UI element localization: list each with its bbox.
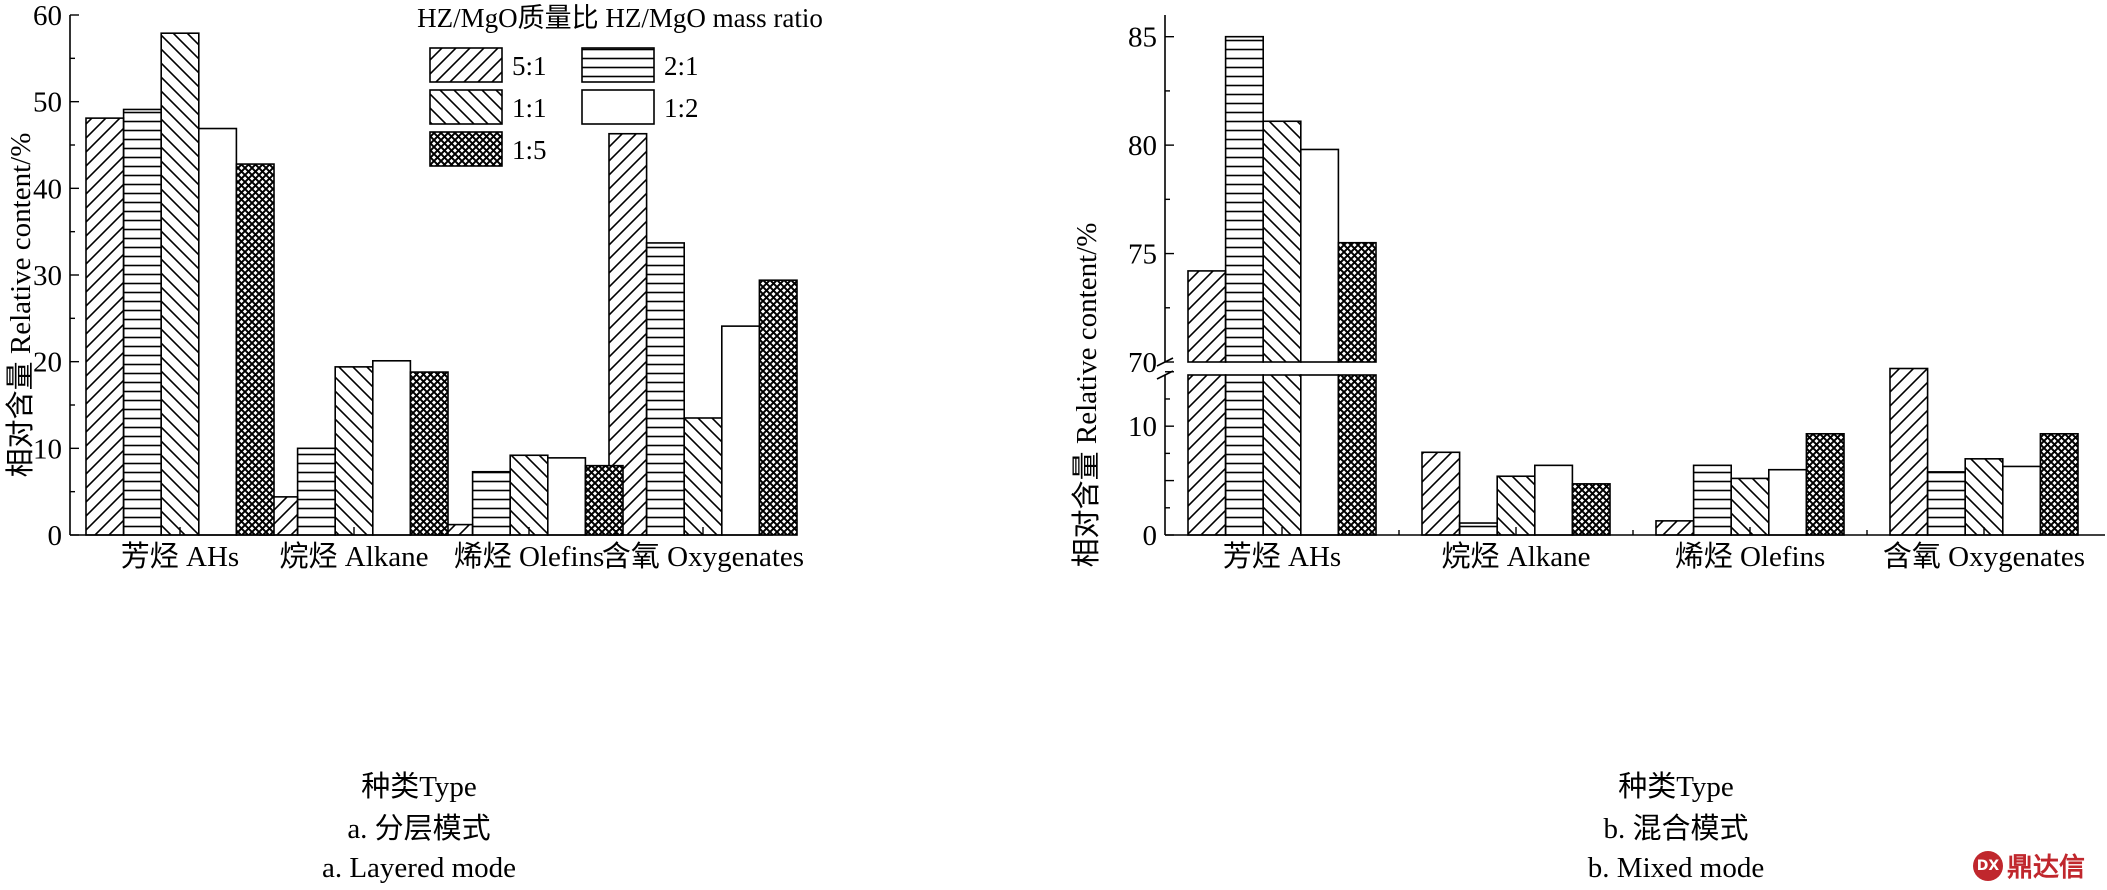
x-category-label: 烯烃 Olefins: [454, 540, 605, 573]
bar-1-5-1: [235, 163, 275, 536]
legend-label: 5:1: [512, 51, 547, 81]
bar-1-5-4: [758, 279, 798, 536]
watermark-text: 鼎达信: [2006, 853, 2085, 883]
bar-1-1-2: [1496, 475, 1536, 536]
legend-label: 2:1: [664, 51, 699, 81]
bar-2-1-1: [1224, 35, 1264, 536]
chart-panel-layered: 0 10 20 30 40 50 60 芳烃 AHs 烷烃 Alkane 烯烃 Olefins含氧…: [4, 0, 823, 884]
y-axis-title: 相对含量 Relative content/%: [4, 133, 37, 478]
y-axis-title: 相对含量 Relative content/%: [1070, 223, 1103, 568]
bar-2-1-3: [471, 470, 512, 536]
legend-swatch: [429, 131, 503, 167]
bar-2-1-4: [645, 242, 685, 536]
y-tick-label: 0: [48, 520, 63, 552]
bar-1-1-2: [334, 366, 374, 536]
x-category-label: 芳烃 AHs: [1223, 540, 1341, 573]
bar-1-1-1: [160, 32, 200, 536]
legend-swatch: [429, 89, 503, 125]
bar-5-1-4: [1889, 367, 1929, 536]
caption-en: b. Mixed mode: [1588, 852, 1764, 884]
legend-swatch: [429, 47, 503, 83]
bars-group: [85, 32, 798, 536]
bar-1-2-3: [546, 457, 587, 536]
x-category-label: 芳烃 AHs: [121, 540, 239, 573]
x-category-label: 烯烃 Olefins: [1675, 540, 1826, 573]
x-axis-title: 种类Type: [1618, 770, 1734, 803]
bar-1-1-4: [1964, 458, 2004, 536]
y-tick-label: 85: [1128, 22, 1157, 54]
bar-1-5-3: [584, 464, 624, 536]
y-tick-label: 50: [33, 87, 62, 119]
bar-1-5-1: [1337, 241, 1377, 536]
bar-1-2-2: [1534, 464, 1574, 536]
caption-en: a. Layered mode: [322, 852, 516, 884]
bar-5-1-3: [1655, 520, 1695, 536]
y-tick-label: 60: [33, 0, 62, 32]
bar-1-1-3: [1730, 477, 1770, 536]
axes-group: 70 75 80 85 0 10 芳烃 AHs 烷烃 Alkane 烯烃 Olefins 含氧 O…: [1128, 15, 2105, 573]
legend-label: 1:1: [512, 93, 547, 123]
bar-2-1-4: [1926, 471, 1966, 536]
y-tick-label: 10: [1128, 411, 1157, 443]
legend-swatch: [581, 47, 655, 83]
bar-5-1-1: [1187, 270, 1227, 536]
bar-1-5-2: [1571, 483, 1611, 536]
bar-1-2-1: [1300, 148, 1340, 536]
bar-5-1-2: [1421, 451, 1461, 536]
x-category-label: 烷烃 Alkane: [1442, 540, 1591, 573]
y-tick-label: 70: [1128, 347, 1157, 379]
chart-panel-mixed: 70 75 80 85 0 10 芳烃 AHs 烷烃 Alkane 烯烃 Olefins 含氧 O…: [1070, 15, 2105, 884]
bar-1-2-2: [371, 359, 412, 536]
caption-cn: a. 分层模式: [347, 812, 490, 845]
bar-5-1-1: [85, 117, 125, 536]
y-tick-label: 40: [33, 173, 62, 205]
x-axis-title: 种类Type: [361, 770, 477, 803]
bar-1-2-1: [198, 127, 238, 536]
bar-1-1-4: [683, 417, 723, 536]
watermark-logo: DX 鼎达信: [1972, 847, 2085, 884]
bar-1-1-3: [509, 454, 549, 536]
bar-2-1-2: [296, 447, 337, 536]
bar-1-1-1: [1262, 120, 1302, 536]
legend: HZ/MgO质量比 HZ/MgO mass ratio 5:1 2:1 1:1 1:2…: [417, 3, 823, 167]
bar-1-2-3: [1768, 468, 1808, 536]
x-category-label: 含氧 Oxygenates: [602, 540, 804, 573]
y-tick-label: 30: [33, 260, 62, 292]
y-tick-label: 0: [1143, 520, 1158, 552]
x-category-label: 烷烃 Alkane: [280, 540, 429, 573]
bar-1-5-2: [409, 371, 449, 536]
axes-group: 0 10 20 30 40 50 60 芳烃 AHs 烷烃 Alkane 烯烃 Olefins含氧…: [33, 0, 804, 573]
legend-swatch: [581, 89, 655, 125]
legend-label: 1:2: [664, 93, 699, 123]
bar-1-2-4: [720, 325, 761, 536]
x-category-label: 含氧 Oxygenates: [1883, 540, 2085, 573]
bar-1-5-3: [1805, 432, 1845, 536]
watermark-icon: DX: [1972, 850, 2003, 881]
legend-label: 1:5: [512, 135, 547, 165]
legend-title: HZ/MgO质量比 HZ/MgO mass ratio: [417, 3, 823, 33]
y-tick-label: 75: [1128, 239, 1157, 271]
bar-2-1-2: [1458, 522, 1498, 536]
bars-group: [1187, 35, 2079, 536]
bar-1-5-4: [2039, 432, 2079, 536]
y-tick-label: 10: [33, 433, 62, 465]
bar-1-2-4: [2002, 465, 2042, 536]
bar-2-1-1: [122, 108, 162, 536]
y-tick-label: 80: [1128, 130, 1157, 162]
y-tick-label: 20: [33, 347, 62, 379]
bar-2-1-3: [1692, 464, 1732, 536]
caption-cn: b. 混合模式: [1603, 812, 1748, 845]
